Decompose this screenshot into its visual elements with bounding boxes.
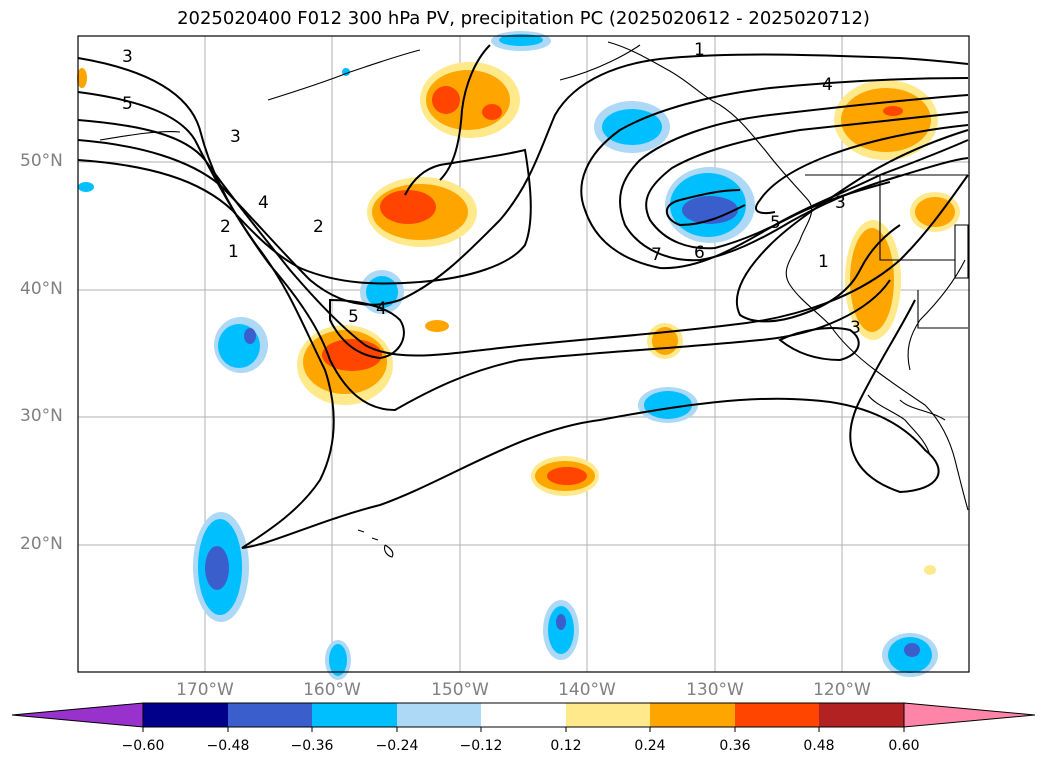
contour-label: 3: [850, 318, 861, 338]
contour-label: 5: [122, 94, 133, 114]
colorbar-bin: [650, 703, 735, 727]
colorbar-tick: 0.24: [634, 738, 666, 754]
map-title: 2025020400 F012 300 hPa PV, precipitatio…: [177, 8, 870, 29]
coastlines: [99, 41, 969, 558]
colorbar-tick: −0.12: [459, 738, 503, 754]
colorbar-bin: [481, 703, 566, 727]
contour-label: 2: [220, 217, 231, 237]
colorbar-bin: [143, 703, 228, 727]
colorbar-tick: −0.24: [375, 738, 419, 754]
contour-label: 5: [348, 307, 359, 327]
precip-positive: [77, 62, 960, 575]
contour-label: 3: [230, 127, 241, 147]
lat-label-30n: 30°N: [20, 406, 63, 426]
contour-label: 1: [818, 252, 829, 272]
contour-label: 4: [376, 299, 387, 319]
colorbar: [11, 702, 1036, 732]
contour-label: 4: [822, 75, 833, 95]
colorbar-bin: [819, 703, 904, 727]
lat-label-50n: 50°N: [20, 151, 63, 171]
contour-label: 3: [835, 193, 846, 213]
map-frame: [77, 35, 970, 673]
colorbar-tick: −0.48: [206, 738, 250, 754]
contour-label: 4: [258, 193, 269, 213]
lon-label-120w: 120°W: [813, 680, 871, 700]
colorbar-extend-high: [903, 702, 1036, 728]
lat-label-40n: 40°N: [20, 279, 63, 299]
colorbar-tick: 0.12: [550, 738, 582, 754]
contour-label: 1: [694, 40, 705, 60]
lon-label-170w: 170°W: [176, 680, 234, 700]
contour-label: 3: [122, 47, 133, 67]
contour-label: 5: [770, 213, 781, 233]
colorbar-extend-low: [11, 702, 144, 728]
precip-negative: [78, 31, 938, 680]
colorbar-tick: 0.60: [888, 738, 920, 754]
colorbar-bin: [397, 703, 481, 727]
contour-label: 1: [228, 242, 239, 262]
lon-label-140w: 140°W: [558, 680, 616, 700]
colorbar-tick: −0.60: [121, 738, 165, 754]
colorbar-bin: [312, 703, 397, 727]
lon-label-150w: 150°W: [431, 680, 489, 700]
colorbar-tick: −0.36: [290, 738, 334, 754]
lat-label-20n: 20°N: [20, 534, 63, 554]
colorbar-bin: [228, 703, 312, 727]
contour-label: 6: [694, 243, 705, 263]
colorbar-tick: 0.36: [719, 738, 751, 754]
contour-label: 7: [651, 245, 662, 265]
colorbar-tick: 0.48: [803, 738, 835, 754]
lon-label-160w: 160°W: [303, 680, 361, 700]
colorbar-bin: [566, 703, 650, 727]
contour-label: 2: [313, 217, 324, 237]
contour-labels: 3 5 3 4 2 2 1 1 4 5 7 6 5 3 1 3 4: [122, 40, 861, 338]
pv-contours: [77, 44, 969, 549]
colorbar-bin: [735, 703, 819, 727]
lon-label-130w: 130°W: [686, 680, 744, 700]
